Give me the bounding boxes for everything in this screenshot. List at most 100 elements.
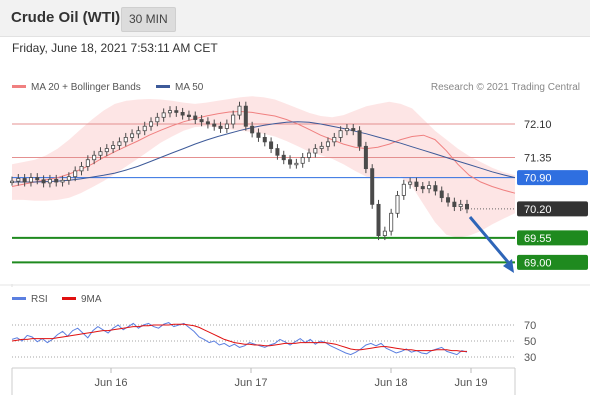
forecast-arrow bbox=[468, 216, 510, 263]
candle-body bbox=[231, 114, 236, 125]
source-credit: Research © 2021 Trading Central bbox=[431, 82, 580, 93]
chart-datetime: Friday, June 18, 2021 7:53:11 AM CET bbox=[12, 41, 218, 55]
candle-body bbox=[60, 179, 65, 183]
candle-body bbox=[256, 132, 261, 138]
level-label-69.00: 69.00 bbox=[524, 257, 552, 269]
level-label-72.10: 72.10 bbox=[524, 119, 552, 131]
candle-body bbox=[294, 162, 299, 166]
candle-body bbox=[464, 203, 469, 210]
legend-label-ma50: MA 50 bbox=[175, 82, 204, 93]
timeframe-badge[interactable]: 30 MIN bbox=[121, 7, 176, 32]
candle-body bbox=[212, 123, 217, 127]
candle-body bbox=[117, 141, 122, 146]
candle-body bbox=[104, 148, 109, 153]
candle-body bbox=[458, 203, 463, 207]
candle-body bbox=[149, 121, 154, 127]
candle-body bbox=[142, 125, 147, 132]
candle-body bbox=[281, 154, 286, 161]
candle-body bbox=[199, 119, 204, 123]
candle-body bbox=[250, 125, 255, 134]
rsi-line bbox=[11, 322, 468, 356]
level-tag-69.00 bbox=[517, 254, 588, 270]
candle-body bbox=[186, 114, 191, 117]
legend-label-9ma: 9MA bbox=[81, 294, 102, 305]
candle-body bbox=[275, 148, 280, 156]
candle-body bbox=[433, 185, 438, 192]
candle-body bbox=[111, 145, 116, 149]
candle-body bbox=[401, 183, 406, 196]
candle-body bbox=[332, 137, 337, 143]
level-label-70.90: 70.90 bbox=[524, 173, 552, 185]
candle-body bbox=[54, 178, 59, 183]
x-tick-2: Jun 18 bbox=[374, 377, 407, 389]
candle-body bbox=[288, 159, 293, 165]
legend-label-rsi: RSI bbox=[31, 294, 48, 305]
forecast-arrowhead bbox=[503, 259, 514, 273]
candle-body bbox=[408, 181, 413, 185]
candle-body bbox=[269, 141, 274, 149]
candle-body bbox=[35, 177, 40, 181]
candle-body bbox=[325, 141, 330, 147]
candle-body bbox=[427, 185, 432, 190]
candle-body bbox=[452, 201, 457, 207]
candle-body bbox=[313, 148, 318, 154]
candle-body bbox=[218, 125, 223, 129]
candle-body bbox=[357, 130, 362, 147]
legend-swatch-rsi bbox=[12, 297, 26, 300]
level-tag-70.90 bbox=[517, 170, 588, 186]
candle-body bbox=[155, 116, 160, 123]
candle-body bbox=[243, 105, 248, 127]
candle-body bbox=[420, 186, 425, 190]
candle-body bbox=[130, 133, 135, 138]
candle-body bbox=[300, 157, 305, 164]
legend-swatch-ma50 bbox=[156, 85, 170, 88]
candle-body bbox=[73, 170, 78, 178]
candle-body bbox=[161, 112, 166, 118]
candle-body bbox=[205, 121, 210, 125]
candle-body bbox=[22, 178, 27, 183]
level-tag-70.20 bbox=[517, 201, 588, 217]
candle-body bbox=[344, 128, 349, 132]
candle-body bbox=[47, 178, 52, 184]
x-tick-0: Jun 16 bbox=[94, 377, 127, 389]
candle-body bbox=[319, 145, 324, 149]
rsi-ma9-line bbox=[11, 323, 467, 352]
candle-body bbox=[351, 128, 356, 132]
x-tick-3: Jun 19 bbox=[454, 377, 487, 389]
candle-body bbox=[262, 137, 267, 143]
candle-body bbox=[92, 154, 97, 161]
candle-body bbox=[370, 168, 375, 205]
rsi-tick-30: 30 bbox=[524, 352, 536, 364]
candle-body bbox=[41, 179, 46, 184]
candle-body bbox=[193, 115, 198, 120]
candle-body bbox=[446, 197, 451, 203]
candle-body bbox=[123, 137, 128, 143]
candle-body bbox=[136, 130, 141, 135]
x-tick-1: Jun 17 bbox=[234, 377, 267, 389]
ma20-line bbox=[11, 110, 516, 194]
level-label-71.35: 71.35 bbox=[524, 152, 552, 164]
candle-body bbox=[237, 105, 242, 116]
candle-body bbox=[224, 123, 229, 129]
candle-body bbox=[98, 151, 103, 156]
candle-body bbox=[439, 190, 444, 199]
candle-body bbox=[382, 230, 387, 236]
rsi-tick-50: 50 bbox=[524, 336, 536, 348]
candle-body bbox=[9, 180, 14, 184]
legend-label-ma20: MA 20 + Bollinger Bands bbox=[31, 82, 141, 93]
candle-body bbox=[376, 203, 381, 236]
candle-body bbox=[338, 130, 343, 138]
candle-body bbox=[66, 176, 71, 181]
level-label-69.55: 69.55 bbox=[524, 233, 552, 245]
legend-swatch-9ma bbox=[62, 297, 76, 300]
candle-body bbox=[174, 110, 179, 113]
candle-body bbox=[85, 159, 90, 167]
rsi-tick-70: 70 bbox=[524, 320, 536, 332]
candle-body bbox=[414, 181, 419, 187]
candle-body bbox=[180, 112, 185, 116]
candle-body bbox=[79, 166, 84, 172]
ma50-line bbox=[12, 121, 516, 183]
candle-body bbox=[389, 212, 394, 232]
candle-body bbox=[307, 152, 312, 158]
